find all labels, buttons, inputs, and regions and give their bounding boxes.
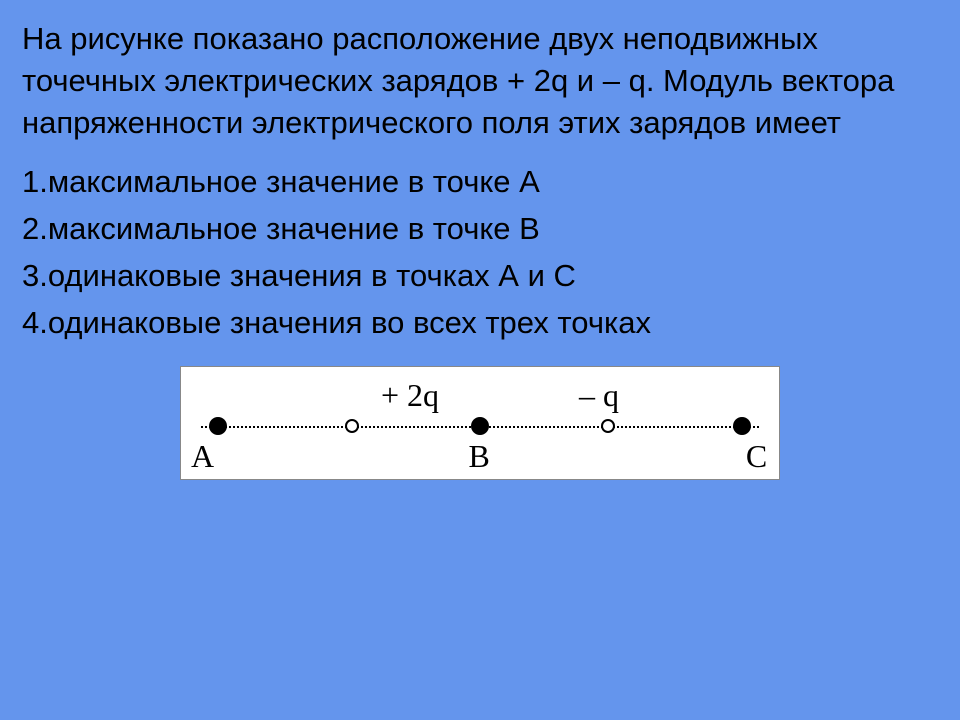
charge-2-label: – q bbox=[579, 377, 619, 414]
point-b-label: B bbox=[468, 438, 489, 475]
point-labels-row: A B C bbox=[191, 438, 769, 474]
point-a-label: A bbox=[191, 438, 214, 475]
diagram-axis bbox=[201, 416, 759, 436]
charge-labels-row: + 2q – q bbox=[191, 377, 769, 414]
charge-2-marker bbox=[601, 419, 615, 433]
charge-1-marker bbox=[345, 419, 359, 433]
point-b-marker bbox=[471, 417, 489, 435]
option-1: 1.максимальное значение в точке А bbox=[22, 158, 938, 205]
option-2: 2.максимальное значение в точке В bbox=[22, 205, 938, 252]
physics-diagram: + 2q – q A B C bbox=[180, 366, 780, 480]
question-text: На рисунке показано расположение двух не… bbox=[22, 18, 938, 144]
point-c-marker bbox=[733, 417, 751, 435]
charge-1-label: + 2q bbox=[381, 377, 439, 414]
point-c-label: C bbox=[746, 438, 767, 475]
option-4: 4.одинаковые значения во всех трех точка… bbox=[22, 299, 938, 346]
option-3: 3.одинаковые значения в точках А и С bbox=[22, 252, 938, 299]
point-a-marker bbox=[209, 417, 227, 435]
